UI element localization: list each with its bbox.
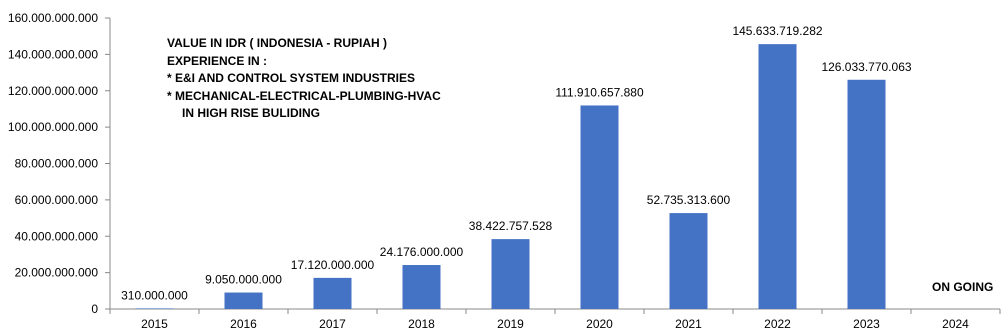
x-tick-label: 2023 [853,317,880,331]
y-tick-label: 20.000.000.000 [15,266,99,280]
bar-2018 [402,265,441,309]
x-tick-label: 2022 [764,317,791,331]
x-axis-ticks: 2015 2016 2017 2018 2019 2020 2021 2022 2023 2024 [109,309,1001,331]
x-tick-label: 2017 [319,317,346,331]
x-tick-label: 2016 [230,317,257,331]
annotation-mep-hvac: * MECHANICAL-ELECTRICAL-PLUMBING-HVAC [167,89,441,103]
annotation-currency: VALUE IN IDR ( INDONESIA - RUPIAH ) [167,36,387,50]
y-tick-label: 160.000.000.000 [8,11,98,25]
x-tick-label: 2021 [675,317,702,331]
y-tick-label: 100.000.000.000 [8,120,98,134]
data-label-2015: 310.000.000 [121,288,188,302]
data-label-2018: 24.176.000.000 [380,245,464,259]
y-tick-label: 120.000.000.000 [8,84,98,98]
data-label-2023: 126.033.770.063 [821,60,911,74]
on-going-label: ON GOING [932,280,993,294]
x-tick-label: 2024 [942,317,969,331]
bar-2019 [491,239,530,309]
bars [135,44,886,310]
bar-2016 [224,292,263,309]
y-axis-ticks: 0 20.000.000.000 40.000.000.000 60.000.000.… [8,11,110,316]
data-label-2020: 111.910.657.880 [555,85,644,99]
data-label-2019: 38.422.757.528 [469,219,553,233]
x-tick-label: 2018 [408,317,435,331]
y-tick-label: 0 [91,302,98,316]
y-tick-label: 80.000.000.000 [15,157,99,171]
annotation-ei-control: * E&I AND CONTROL SYSTEM INDUSTRIES [167,71,415,85]
data-label-2021: 52.735.313.600 [647,193,731,207]
bar-2015 [135,308,174,309]
bar-2021 [669,213,708,309]
annotation-experience-heading: EXPERIENCE IN : [167,54,267,68]
bar-2017 [313,277,352,309]
x-tick-label: 2019 [497,317,524,331]
data-label-2017: 17.120.000.000 [291,258,375,272]
y-tick-label: 140.000.000.000 [8,47,98,61]
data-label-2016: 9.050.000.000 [205,273,282,287]
data-labels: 310.000.000 9.050.000.000 17.120.000.000 24… [121,24,912,302]
bar-2022 [758,44,797,310]
x-tick-label: 2020 [586,317,613,331]
bar-2020 [580,105,619,309]
x-tick-label: 2015 [141,317,168,331]
annotation-high-rise: IN HIGH RISE BULIDING [182,106,320,120]
annotation-block: VALUE IN IDR ( INDONESIA - RUPIAH ) EXPE… [167,36,441,120]
y-tick-label: 60.000.000.000 [15,193,99,207]
y-tick-label: 40.000.000.000 [15,229,99,243]
bar-2023 [847,79,886,309]
data-label-2022: 145.633.719.282 [732,24,822,38]
